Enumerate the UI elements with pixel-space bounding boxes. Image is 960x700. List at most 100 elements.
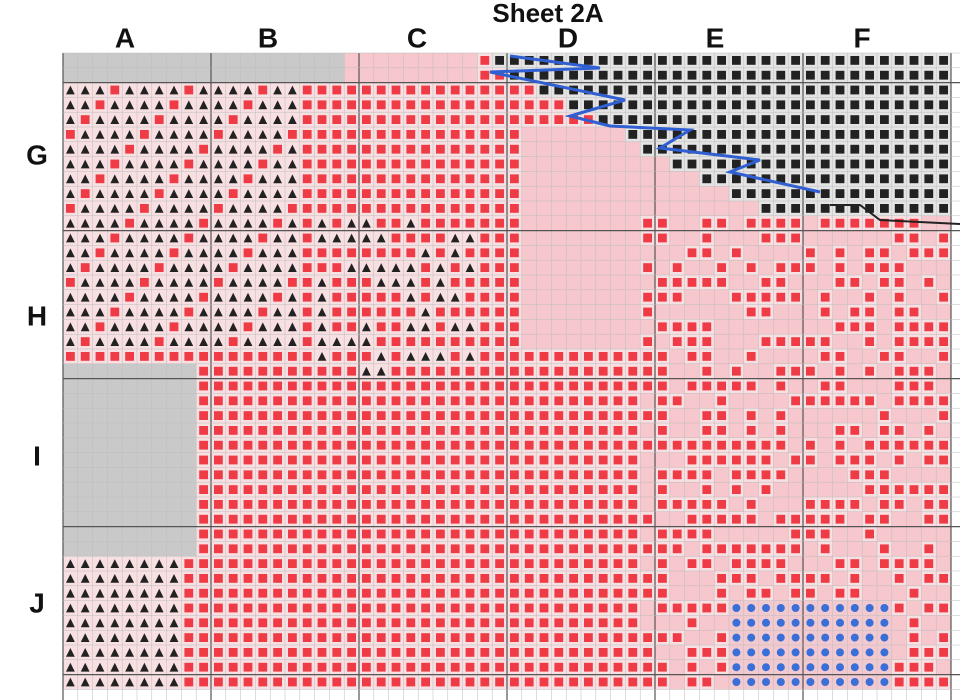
stitch-square bbox=[332, 574, 342, 583]
stitch-square bbox=[228, 337, 238, 346]
stitch-square bbox=[865, 70, 874, 80]
stitch-square bbox=[495, 159, 504, 169]
stitch-square bbox=[598, 485, 608, 494]
stitch-square bbox=[362, 381, 371, 391]
stitch-star bbox=[880, 678, 889, 686]
stitch-square bbox=[702, 130, 712, 139]
stitch-square bbox=[761, 204, 771, 213]
stitch-triangle bbox=[169, 603, 179, 613]
stitch-square bbox=[643, 514, 652, 524]
stitch-square bbox=[806, 70, 815, 80]
stitch-square bbox=[288, 559, 297, 568]
stitch-triangle bbox=[406, 352, 416, 361]
stitch-square bbox=[376, 396, 386, 406]
stitch-square bbox=[539, 70, 549, 80]
cell bbox=[758, 245, 774, 261]
cell bbox=[936, 659, 951, 675]
stitch-square bbox=[746, 292, 756, 302]
cell bbox=[137, 497, 152, 512]
stitch-triangle bbox=[140, 233, 149, 243]
stitch-square bbox=[880, 174, 889, 184]
stitch-square bbox=[584, 56, 593, 65]
stitch-square bbox=[643, 292, 652, 302]
stitch-square bbox=[835, 70, 845, 80]
stitch-triangle bbox=[95, 677, 105, 687]
stitch-star bbox=[821, 663, 830, 672]
stitch-triangle bbox=[80, 322, 90, 332]
stitch-triangle bbox=[199, 159, 208, 169]
cell bbox=[595, 215, 611, 231]
stitch-triangle bbox=[214, 233, 223, 243]
stitch-square bbox=[746, 189, 756, 198]
stitch-square bbox=[436, 677, 445, 687]
stitch-square bbox=[317, 248, 327, 258]
cell bbox=[729, 585, 744, 601]
stitch-square bbox=[362, 588, 371, 598]
stitch-square bbox=[894, 218, 904, 228]
stitch-square bbox=[643, 56, 652, 65]
cell bbox=[388, 67, 404, 83]
stitch-square bbox=[214, 603, 223, 613]
stitch-triangle bbox=[95, 85, 105, 95]
cell bbox=[684, 423, 700, 438]
stitch-square bbox=[332, 292, 342, 302]
stitch-triangle bbox=[154, 174, 164, 184]
stitch-triangle bbox=[125, 648, 134, 657]
stitch-star bbox=[762, 663, 770, 672]
stitch-square bbox=[495, 366, 504, 376]
stitch-triangle bbox=[362, 233, 371, 243]
stitch-star bbox=[776, 663, 785, 672]
stitch-square bbox=[140, 278, 149, 287]
stitch-triangle bbox=[110, 263, 120, 272]
stitch-triangle bbox=[243, 115, 253, 124]
stitch-square bbox=[658, 218, 667, 228]
cell bbox=[595, 230, 611, 246]
stitch-square bbox=[894, 677, 904, 687]
stitch-square bbox=[598, 115, 608, 124]
cell bbox=[714, 230, 729, 246]
stitch-square bbox=[273, 440, 282, 450]
stitch-square bbox=[880, 352, 889, 361]
stitch-square bbox=[850, 85, 860, 95]
cell bbox=[877, 452, 892, 468]
stitch-square bbox=[702, 248, 712, 258]
stitch-square bbox=[702, 115, 712, 124]
cell bbox=[758, 393, 774, 409]
stitch-square bbox=[880, 85, 889, 95]
stitch-square bbox=[332, 440, 342, 450]
stitch-square bbox=[628, 677, 638, 687]
stitch-star bbox=[836, 663, 844, 672]
stitch-square bbox=[643, 218, 652, 228]
stitch-square bbox=[228, 662, 238, 672]
cell bbox=[699, 304, 715, 320]
stitch-triangle bbox=[80, 307, 90, 317]
stitch-square bbox=[332, 204, 342, 213]
stitch-square bbox=[613, 366, 623, 376]
stitch-triangle bbox=[80, 603, 90, 613]
stitch-square bbox=[80, 115, 90, 124]
cell bbox=[936, 585, 951, 601]
cell bbox=[773, 393, 789, 409]
stitch-square bbox=[850, 307, 860, 317]
stitch-triangle bbox=[199, 307, 208, 317]
stitch-square bbox=[554, 603, 564, 613]
stitch-triangle bbox=[95, 159, 105, 169]
stitch-square bbox=[569, 529, 578, 539]
stitch-square bbox=[820, 574, 830, 583]
cell bbox=[63, 526, 78, 542]
cell bbox=[122, 482, 137, 497]
stitch-triangle bbox=[169, 130, 179, 139]
stitch-triangle bbox=[421, 352, 430, 361]
stitch-square bbox=[273, 514, 282, 524]
cell bbox=[743, 201, 759, 216]
stitch-square bbox=[199, 485, 208, 494]
cell bbox=[151, 53, 167, 68]
stitch-square bbox=[865, 204, 874, 213]
stitch-square bbox=[228, 588, 238, 598]
stitch-square bbox=[539, 677, 549, 687]
stitch-square bbox=[894, 396, 904, 406]
stitch-square bbox=[658, 56, 667, 65]
stitch-star bbox=[732, 604, 741, 612]
stitch-square bbox=[406, 648, 416, 657]
stitch-square bbox=[791, 574, 800, 583]
